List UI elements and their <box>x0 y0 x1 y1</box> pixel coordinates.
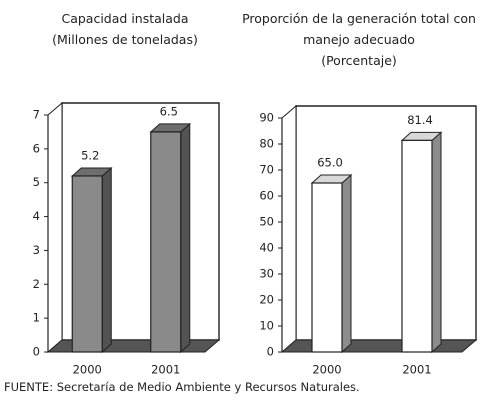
bar <box>150 131 182 353</box>
y-tick-label: 7 <box>33 108 40 122</box>
x-tick-label: 2001 <box>402 363 431 377</box>
value-label: 6.5 <box>160 104 178 118</box>
bar-side <box>431 131 442 354</box>
y-tick-label: 4 <box>33 209 40 223</box>
bar <box>71 175 103 353</box>
y-tick-label: 5 <box>33 175 40 189</box>
x-tick-label: 2000 <box>312 363 341 377</box>
y-tick-label: 50 <box>259 215 274 229</box>
y-tick-label: 70 <box>259 163 274 177</box>
floor <box>280 339 478 353</box>
y-tick-label: 60 <box>259 189 274 203</box>
y-tick-label: 30 <box>259 267 274 281</box>
y-tick-label: 10 <box>259 319 274 333</box>
value-label: 65.0 <box>317 156 343 170</box>
bar-side <box>180 122 191 354</box>
chart-title: Proporción de la generación total con ma… <box>242 11 476 47</box>
y-tick-label: 40 <box>259 241 274 255</box>
chart-title-block: Capacidad instalada (Millones de tonelad… <box>20 8 230 50</box>
y-tick-label: 90 <box>259 111 274 125</box>
chart-subtitle: (Porcentaje) <box>321 53 397 68</box>
value-label: 5.2 <box>81 148 99 162</box>
y-tick-label: 3 <box>33 243 40 257</box>
left-wall <box>281 104 297 354</box>
x-tick-label: 2000 <box>73 363 102 377</box>
y-tick-label: 1 <box>33 311 40 325</box>
chart-subtitle: (Millones de toneladas) <box>52 32 198 47</box>
left-wall <box>47 101 63 354</box>
source-note: FUENTE: Secretaría de Medio Ambiente y R… <box>4 380 360 394</box>
bar-side <box>101 166 112 354</box>
y-tick-label: 20 <box>259 293 274 307</box>
y-tick-label: 0 <box>33 345 40 359</box>
y-tick-label: 0 <box>267 345 274 359</box>
chart-title: Capacidad instalada <box>61 11 189 26</box>
bar <box>311 182 343 353</box>
y-tick-label: 80 <box>259 137 274 151</box>
y-tick-label: 6 <box>33 141 40 155</box>
bar <box>401 139 433 353</box>
bar-side <box>341 173 352 354</box>
x-tick-label: 2001 <box>151 363 180 377</box>
y-tick-label: 2 <box>33 277 40 291</box>
value-label: 81.4 <box>407 113 433 127</box>
chart-title-block: Proporción de la generación total con ma… <box>228 8 490 71</box>
